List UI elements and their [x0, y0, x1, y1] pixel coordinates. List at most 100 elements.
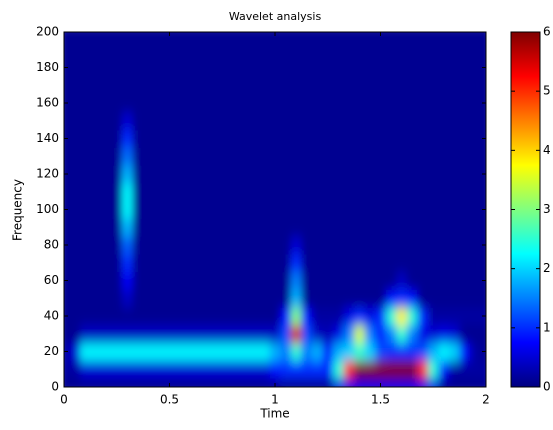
- heatmap-cell: [100, 58, 113, 77]
- heatmap-cell: [69, 76, 81, 95]
- heatmap-cell: [195, 200, 208, 219]
- heatmap-cell: [79, 40, 91, 60]
- heatmap-cell: [396, 94, 408, 113]
- heatmap-cell: [132, 147, 144, 166]
- heatmap-cell: [459, 200, 471, 219]
- heatmap-cell: [470, 111, 482, 131]
- heatmap-cell: [64, 32, 70, 42]
- heatmap-cell: [174, 32, 186, 42]
- heatmap-cell: [64, 76, 70, 95]
- heatmap-cell: [90, 165, 102, 184]
- heatmap-cell: [333, 94, 345, 113]
- heatmap-cell: [122, 147, 134, 166]
- heatmap-cell: [216, 111, 229, 131]
- heatmap-cell: [470, 94, 482, 113]
- heatmap-cell: [290, 76, 302, 95]
- heatmap-cell: [396, 58, 408, 77]
- heatmap-cell: [364, 307, 376, 326]
- heatmap-cell: [396, 40, 408, 60]
- heatmap-cell: [375, 271, 387, 290]
- heatmap-cell: [153, 165, 165, 184]
- heatmap-cell: [427, 58, 440, 77]
- heatmap-cell: [100, 378, 113, 387]
- heatmap-cell: [343, 342, 355, 361]
- heatmap-cell: [90, 342, 102, 361]
- heatmap-cell: [174, 40, 186, 60]
- heatmap-cell: [195, 342, 208, 361]
- heatmap-cell: [301, 271, 313, 290]
- heatmap-cell: [269, 40, 281, 60]
- heatmap-cell: [354, 94, 366, 113]
- heatmap-cell: [438, 360, 450, 379]
- heatmap-cell: [132, 111, 144, 131]
- heatmap-cell: [343, 324, 355, 344]
- heatmap-cell: [333, 289, 345, 308]
- heatmap-cell: [122, 111, 134, 131]
- heatmap-cell: [69, 94, 81, 113]
- heatmap-cell: [195, 182, 208, 202]
- heatmap-cell: [449, 342, 461, 361]
- heatmap-cell: [206, 378, 218, 387]
- heatmap-cell: [185, 32, 197, 42]
- heatmap-cell: [311, 111, 324, 131]
- heatmap-cell: [132, 324, 144, 344]
- heatmap-cell: [100, 253, 113, 273]
- heatmap-cell: [406, 218, 419, 237]
- heatmap-cell: [269, 289, 281, 308]
- heatmap-cell: [480, 147, 486, 166]
- heatmap-cell: [79, 111, 91, 131]
- heatmap-cell: [153, 94, 165, 113]
- heatmap-cell: [195, 76, 208, 95]
- heatmap-cell: [427, 200, 440, 219]
- heatmap-cell: [396, 165, 408, 184]
- heatmap-cell: [322, 271, 334, 290]
- heatmap-cell: [364, 111, 376, 131]
- heatmap-cell: [470, 378, 482, 387]
- heatmap-cell: [438, 289, 450, 308]
- heatmap-cell: [174, 218, 186, 237]
- heatmap-cell: [385, 253, 397, 273]
- heatmap-cell: [64, 40, 70, 60]
- heatmap-cell: [227, 40, 239, 60]
- heatmap-cell: [480, 289, 486, 308]
- heatmap-cell: [375, 360, 387, 379]
- heatmap-cell: [427, 253, 440, 273]
- heatmap-cell: [238, 324, 250, 344]
- heatmap-cell: [64, 324, 70, 344]
- heatmap-cell: [238, 271, 250, 290]
- heatmap-cell: [216, 147, 229, 166]
- heatmap-cell: [206, 165, 218, 184]
- heatmap-cell: [153, 378, 165, 387]
- heatmap-cell: [216, 236, 229, 255]
- heatmap-cell: [248, 129, 260, 148]
- heatmap-cell: [269, 307, 281, 326]
- heatmap-cell: [290, 324, 302, 344]
- plot-clip: [64, 32, 486, 387]
- heatmap-cell: [69, 360, 81, 379]
- heatmap-cell: [248, 58, 260, 77]
- heatmap-cell: [301, 182, 313, 202]
- heatmap-cell: [385, 58, 397, 77]
- heatmap-cell: [311, 378, 324, 387]
- heatmap-cell: [185, 40, 197, 60]
- heatmap-cell: [69, 165, 81, 184]
- heatmap-cell: [343, 182, 355, 202]
- heatmap-cell: [132, 129, 144, 148]
- heatmap-cell: [185, 236, 197, 255]
- heatmap-cell: [206, 307, 218, 326]
- x-tick-label: 0: [60, 393, 68, 407]
- heatmap-cell: [470, 58, 482, 77]
- heatmap-cell: [280, 378, 292, 387]
- heatmap-cell: [164, 200, 176, 219]
- heatmap-cell: [385, 289, 397, 308]
- heatmap-cell: [406, 111, 419, 131]
- heatmap-cell: [406, 271, 419, 290]
- heatmap-cell: [427, 94, 440, 113]
- heatmap-cell: [280, 360, 292, 379]
- heatmap-cell: [438, 129, 450, 148]
- heatmap-cell: [449, 147, 461, 166]
- heatmap-cell: [206, 253, 218, 273]
- heatmap-cell: [333, 342, 345, 361]
- heatmap-cell: [427, 165, 440, 184]
- heatmap-cell: [343, 200, 355, 219]
